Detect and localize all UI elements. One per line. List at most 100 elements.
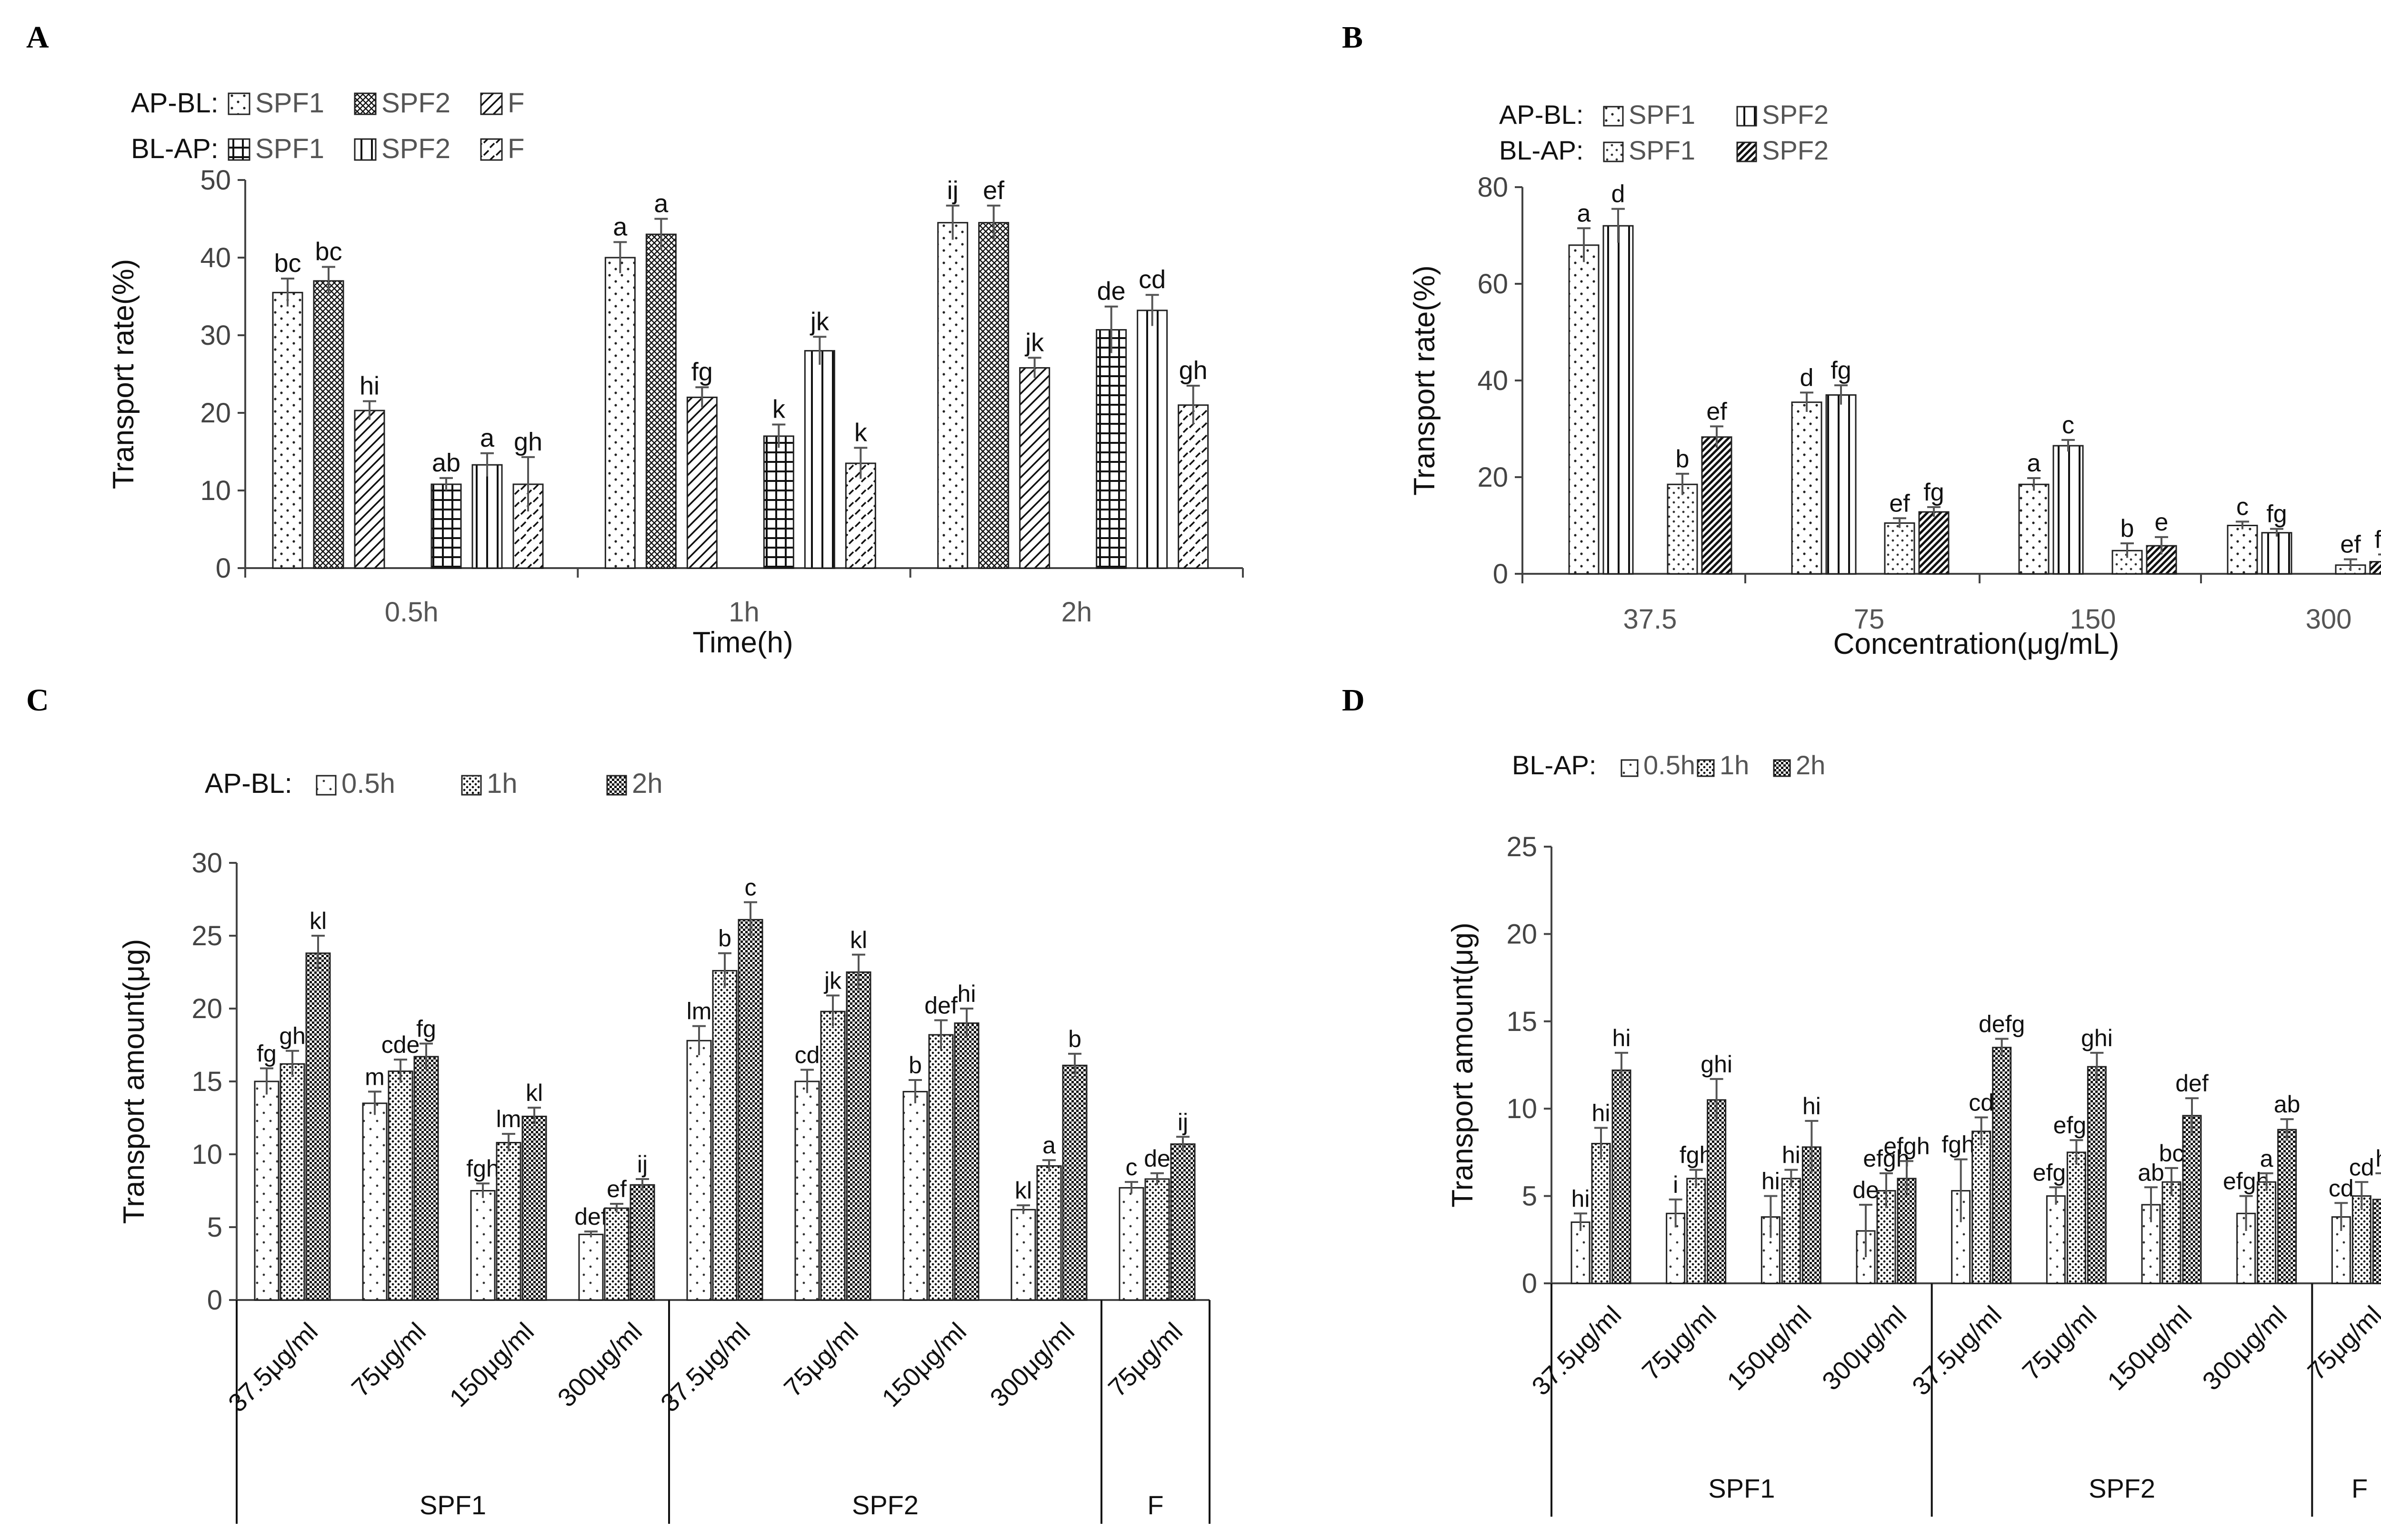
legend-label: F — [508, 133, 524, 164]
significance-letter: efgh — [1883, 1133, 1930, 1160]
bar-time-2h — [846, 971, 871, 1301]
significance-letter: d — [1800, 364, 1814, 391]
significance-letter: hi — [1612, 1025, 1631, 1051]
significance-letter: jk — [1024, 328, 1044, 357]
significance-letter: de — [1852, 1177, 1879, 1203]
bar-time-0-5h — [902, 1090, 928, 1301]
y-tick-label: 10 — [191, 1139, 222, 1170]
bar-time-0-5h — [1119, 1187, 1144, 1301]
significance-letter: b — [909, 1052, 922, 1079]
bar-time-1h — [280, 1063, 305, 1301]
legend-label: SPF2 — [381, 88, 450, 119]
bar-time-2h — [1062, 1064, 1088, 1301]
legend-group-label: BL-AP: — [1499, 135, 1583, 165]
bar-ap-bl-spf1 — [604, 257, 636, 569]
bar-ap-bl-spf1 — [272, 291, 303, 569]
significance-letter: fg — [1831, 357, 1851, 384]
significance-letter: hi — [1761, 1168, 1780, 1195]
x-category-label: 37.5μg/ml — [223, 1317, 323, 1418]
significance-letter: ab — [432, 449, 460, 477]
bar-time-2h — [2182, 1115, 2202, 1284]
legend-group-label: AP-BL: — [1499, 100, 1583, 130]
significance-letter: hi — [360, 372, 380, 400]
significance-letter: ij — [947, 176, 959, 205]
significance-letter: ghi — [2081, 1025, 2113, 1051]
bar-time-1h — [2351, 1195, 2371, 1284]
significance-letter: ef — [983, 176, 1005, 205]
bar-time-2h — [738, 919, 763, 1301]
significance-letter: kl — [526, 1080, 543, 1106]
bar-bl-ap-spf2 — [471, 464, 503, 569]
bar-ap-bl-f — [354, 410, 385, 569]
legend-swatch — [1773, 759, 1791, 777]
legend-label: SPF2 — [1762, 100, 1829, 130]
significance-letter: hi — [1782, 1142, 1801, 1169]
significance-letter: kl — [310, 908, 327, 934]
x-category-label: 75 — [1854, 604, 1885, 635]
bar-time-2h — [2087, 1066, 2107, 1284]
y-tick-label: 25 — [191, 920, 222, 951]
bar-ap-bl-spf2 — [313, 280, 344, 569]
significance-letter: ef — [1889, 490, 1910, 517]
x-category-label: 150μg/ml — [444, 1317, 540, 1412]
bar-time-0-5h — [470, 1190, 496, 1301]
y-tick-label: 60 — [1477, 269, 1508, 300]
legend-label: 0.5h — [341, 768, 395, 799]
legend-label: 2h — [1796, 750, 1825, 780]
x-category-label: 75μg/ml — [2017, 1300, 2102, 1386]
bar-bl-ap-f — [1178, 404, 1209, 569]
x-category-label: 1h — [729, 597, 760, 628]
x-category-label: 150μg/ml — [877, 1317, 972, 1412]
bar-ap-bl-spf2 — [978, 222, 1010, 569]
y-axis-title: Transport amount(μg) — [1446, 922, 1479, 1208]
significance-letter: bc — [315, 238, 342, 266]
y-axis-title: Transport amount(μg) — [118, 939, 150, 1224]
x-category-label: 75μg/ml — [779, 1317, 864, 1402]
legend-group-label: BL-AP: — [1512, 750, 1596, 780]
bar-time-0-5h — [794, 1080, 820, 1301]
significance-letter: fg — [1923, 479, 1944, 506]
bar-time-1h — [1686, 1178, 1706, 1284]
legend-label: F — [508, 88, 524, 119]
bar-time-0-5h — [2046, 1195, 2066, 1284]
bar-bl-ap-spf2 — [1918, 511, 1950, 575]
x-category-label: 75μg/ml — [346, 1317, 431, 1402]
legend-group-label: BL-AP: — [131, 133, 219, 164]
significance-letter: i — [1673, 1171, 1678, 1198]
significance-letter: c — [745, 874, 757, 901]
panel-b-chart: 0 20 40 60 80 Transport rate(%) 37.5 75 150 300 Co… — [1408, 100, 2381, 660]
legend-label: 0.5h — [1643, 750, 1695, 780]
significance-letter: gh — [279, 1023, 306, 1050]
bar-time-2h — [413, 1056, 439, 1301]
y-tick-label: 30 — [200, 320, 231, 351]
bar-bl-ap-spf2 — [804, 350, 835, 569]
significance-letter: c — [2062, 411, 2074, 439]
x-category-label: 75μg/ml — [2302, 1300, 2381, 1386]
significance-letter: a — [1042, 1132, 1056, 1159]
bar-time-1h — [1971, 1130, 1991, 1284]
significance-letter: efgh — [1863, 1145, 1909, 1172]
panel-c-chart: 0 5 10 15 20 25 30 Transport amount(μg) 37.5μg/m… — [118, 768, 1211, 1524]
legend-label: SPF1 — [255, 88, 324, 119]
legend-label: SPF2 — [381, 133, 450, 164]
legend-label: SPF1 — [1629, 100, 1695, 130]
significance-letter: ij — [1178, 1109, 1188, 1135]
legend-swatch — [354, 92, 377, 115]
bar-ap-bl-spf1 — [937, 222, 969, 569]
bar-ap-bl-spf1 — [1791, 401, 1822, 575]
bar-time-2h — [2372, 1199, 2381, 1284]
bar-time-2h — [2277, 1129, 2297, 1284]
bar-time-0-5h — [1010, 1209, 1036, 1301]
bar-time-1h — [712, 970, 738, 1301]
legend-swatch — [1603, 106, 1624, 127]
legend-swatch — [1621, 759, 1639, 777]
significance-letter: ab — [2138, 1159, 2164, 1186]
bar-time-1h — [2161, 1181, 2181, 1284]
bar-time-0-5h — [1571, 1221, 1591, 1284]
significance-letter: def — [2175, 1070, 2209, 1097]
bar-ap-bl-spf2 — [2261, 532, 2292, 575]
x-category-label: 37.5μg/ml — [655, 1317, 756, 1418]
significance-letter: hi — [1802, 1093, 1821, 1120]
significance-letter: fg — [416, 1015, 436, 1042]
